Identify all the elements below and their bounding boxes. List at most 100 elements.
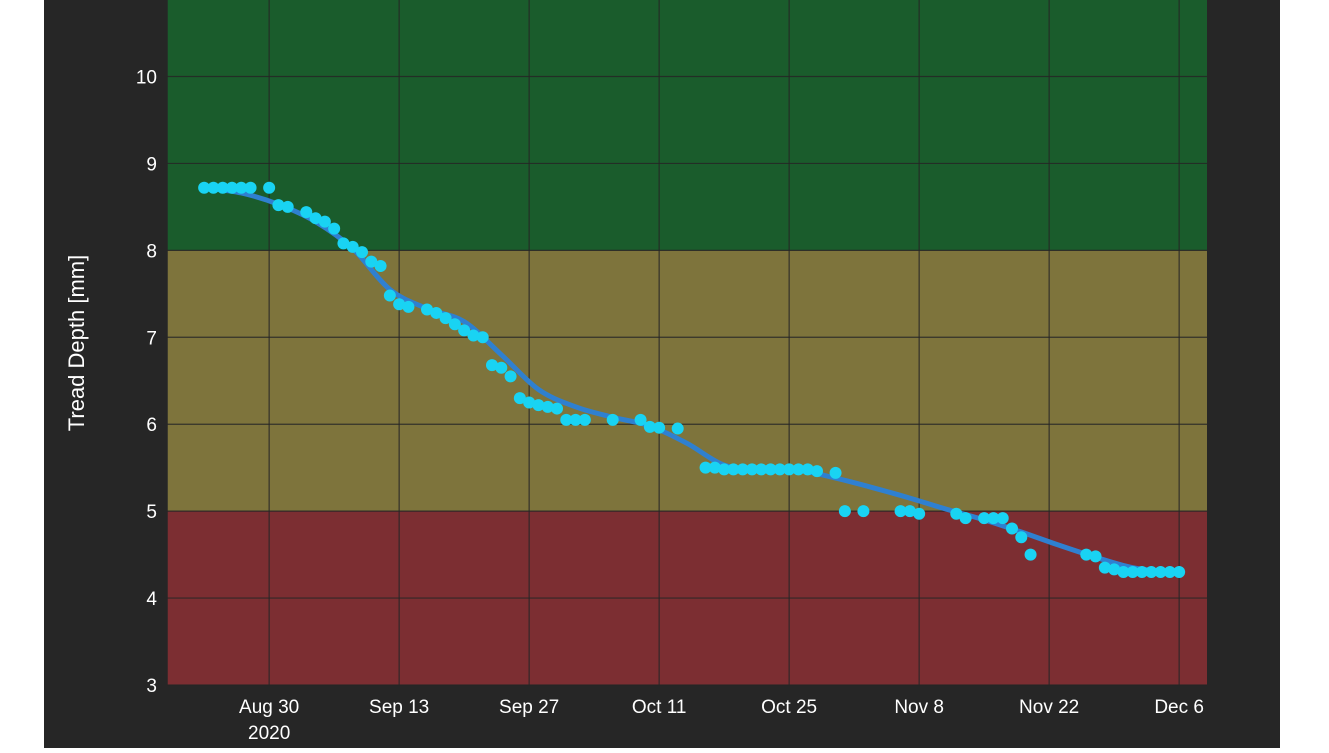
data-point: [643, 420, 656, 433]
data-point: [801, 463, 814, 476]
data-point: [421, 303, 433, 316]
x-tick-label: Sep 27: [499, 697, 559, 718]
data-point: [838, 505, 851, 518]
data-point: [792, 463, 805, 476]
data-point: [318, 215, 331, 228]
data-point: [1126, 565, 1139, 578]
data-point: [551, 402, 563, 415]
data-point: [523, 396, 536, 409]
band-0: [167, 0, 1207, 251]
data-point: [1136, 565, 1148, 578]
data-point: [578, 413, 591, 426]
y-tick-label: 3: [146, 676, 157, 697]
data-point: [495, 361, 508, 374]
data-point: [541, 400, 554, 413]
y-tick-label: 6: [146, 415, 157, 436]
data-points-layer: [198, 181, 1186, 578]
data-point: [513, 392, 526, 405]
y-tick-label: 10: [136, 67, 157, 88]
data-point: [216, 181, 229, 194]
data-point: [978, 512, 991, 525]
y-tick-label: 8: [146, 241, 157, 262]
data-point: [718, 463, 731, 476]
data-point: [708, 461, 721, 474]
data-point: [1024, 548, 1037, 561]
data-point: [207, 181, 220, 194]
x-tick-label: Oct 11: [632, 697, 687, 718]
band-1: [167, 250, 1207, 512]
data-point: [467, 329, 480, 342]
data-point: [811, 465, 823, 478]
x-tick-label: Oct 25: [761, 697, 817, 718]
data-point: [764, 463, 777, 476]
data-point: [727, 463, 740, 476]
data-point: [402, 300, 415, 313]
y-axis-label: Tread Depth [mm]: [64, 255, 89, 431]
data-point: [337, 237, 350, 250]
data-point: [1117, 565, 1130, 578]
data-point: [309, 212, 322, 225]
x-tick-label: Nov 8: [894, 697, 944, 718]
x-tick-sublabel: 2020: [248, 723, 290, 744]
x-tick-label: Sep 13: [369, 697, 429, 718]
x-tick-label: Nov 22: [1019, 697, 1079, 718]
data-point: [699, 461, 712, 474]
y-tick-label: 5: [146, 502, 157, 523]
data-point: [365, 255, 378, 268]
y-axis-ticks: 3 4 5 6 7 8 9 10: [136, 67, 158, 697]
data-point: [393, 298, 406, 311]
data-point: [300, 206, 313, 219]
y-tick-label: 4: [146, 589, 157, 610]
data-point: [1145, 565, 1158, 578]
data-point: [773, 463, 786, 476]
data-point: [486, 359, 498, 372]
x-tick-label: Dec 6: [1154, 697, 1204, 718]
data-point: [198, 181, 211, 194]
data-point: [671, 422, 684, 435]
data-point: [476, 331, 489, 344]
data-point: [226, 181, 238, 194]
data-point: [383, 289, 396, 302]
tread-depth-chart: 3 4 5 6 7 8 9 10 Aug 30 2020 Sep 13 Sep 27 Oct 11 Oc…: [64, 0, 1207, 744]
data-point: [783, 463, 796, 476]
data-point: [448, 318, 461, 331]
data-point: [894, 505, 907, 518]
data-point: [1163, 565, 1176, 578]
data-point: [439, 312, 452, 325]
data-point: [244, 181, 257, 194]
data-point: [532, 399, 545, 412]
data-point: [1089, 550, 1102, 563]
data-point: [950, 507, 963, 520]
chart-panel: 3 4 5 6 7 8 9 10 Aug 30 2020 Sep 13 Sep 27 Oct 11 Oc…: [44, 0, 1280, 748]
data-point: [634, 413, 647, 426]
x-tick-label: Aug 30: [239, 697, 299, 718]
data-point: [746, 463, 758, 476]
data-point: [1080, 548, 1093, 561]
data-point: [263, 181, 276, 194]
data-point: [281, 200, 294, 213]
data-point: [328, 222, 341, 235]
data-point: [1108, 563, 1121, 576]
data-point: [857, 505, 870, 518]
data-point: [1098, 561, 1111, 574]
data-point: [1006, 522, 1018, 535]
data-point: [1015, 531, 1028, 544]
data-point: [458, 324, 471, 337]
data-point: [736, 463, 749, 476]
data-point: [829, 466, 842, 479]
data-point: [903, 505, 916, 518]
y-tick-label: 9: [146, 154, 157, 175]
data-point: [569, 413, 582, 426]
data-point: [272, 199, 285, 212]
threshold-bands: [167, 0, 1207, 685]
data-point: [430, 306, 443, 319]
data-point: [606, 413, 619, 426]
data-point: [913, 507, 926, 520]
data-point: [560, 413, 573, 426]
data-point: [1154, 565, 1167, 578]
data-point: [996, 512, 1009, 525]
data-point: [346, 240, 359, 253]
data-point: [959, 512, 972, 525]
grid-lines: [166, 0, 1207, 686]
data-point: [374, 260, 387, 273]
